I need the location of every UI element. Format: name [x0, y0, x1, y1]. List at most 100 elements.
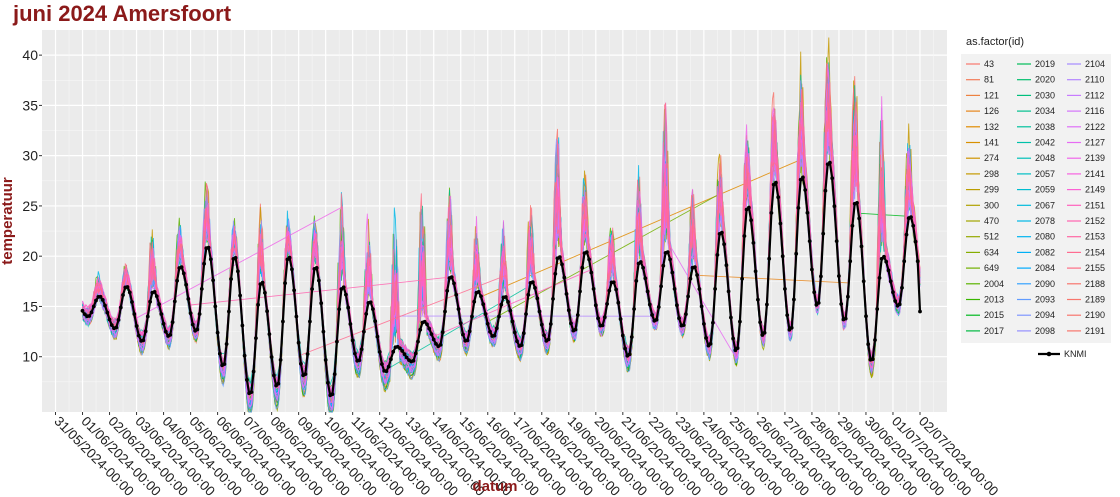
legend-label: 2030 — [1035, 90, 1055, 100]
knmi-point — [785, 313, 790, 317]
legend-label: 2048 — [1035, 153, 1055, 163]
knmi-point — [566, 308, 571, 313]
knmi-point — [915, 259, 920, 264]
legend-label: 470 — [984, 216, 999, 226]
knmi-point — [222, 362, 227, 366]
knmi-point — [452, 281, 456, 286]
knmi-point — [803, 188, 808, 192]
knmi-point — [584, 250, 589, 255]
knmi-point — [762, 330, 767, 335]
knmi-point — [623, 346, 627, 351]
y-tick-label: 30 — [22, 148, 38, 164]
knmi-point — [503, 295, 508, 299]
knmi-point — [647, 302, 652, 307]
legend-label: 2080 — [1035, 232, 1055, 242]
knmi-point — [546, 337, 551, 342]
knmi-point — [227, 309, 231, 314]
legend-label: 274 — [984, 153, 999, 163]
knmi-point — [578, 289, 582, 294]
knmi-point — [276, 381, 281, 386]
knmi-point — [326, 380, 330, 385]
knmi-point — [828, 160, 832, 165]
knmi-point — [371, 307, 375, 311]
knmi-point — [125, 285, 130, 289]
knmi-point — [738, 319, 742, 324]
knmi-point — [438, 343, 443, 347]
knmi-point — [602, 315, 607, 320]
knmi-point — [713, 287, 717, 291]
knmi-point — [317, 278, 321, 283]
knmi-point — [332, 372, 337, 376]
knmi-point — [145, 314, 150, 319]
knmi-point — [353, 351, 357, 356]
legend-label: 299 — [984, 185, 999, 195]
knmi-point — [861, 279, 866, 284]
y-axis-title: temperatuur — [0, 177, 16, 265]
knmi-point — [330, 392, 335, 397]
knmi-point — [132, 312, 137, 316]
knmi-point — [443, 309, 447, 314]
x-axis-title: datum — [473, 478, 518, 495]
knmi-point — [130, 300, 134, 304]
knmi-point — [634, 279, 639, 283]
knmi-point — [686, 294, 690, 299]
knmi-point — [681, 323, 686, 327]
knmi-point — [404, 355, 409, 360]
knmi-point — [465, 338, 470, 343]
knmi-point — [472, 299, 477, 304]
knmi-point — [296, 340, 301, 345]
legend-label: 634 — [984, 247, 999, 257]
knmi-point — [891, 290, 895, 295]
knmi-point — [350, 338, 355, 343]
knmi-point — [821, 231, 826, 236]
legend-label: 2116 — [1085, 106, 1104, 116]
knmi-point — [359, 347, 364, 352]
knmi-point — [319, 301, 324, 306]
knmi-point — [199, 287, 204, 291]
knmi-point — [562, 275, 567, 280]
knmi-point — [675, 303, 679, 308]
knmi-point — [832, 204, 837, 209]
plot-area — [42, 30, 947, 412]
knmi-point — [335, 339, 339, 344]
legend-label: 43 — [984, 59, 994, 69]
knmi-point — [510, 319, 515, 324]
knmi-point — [314, 266, 319, 270]
knmi-point — [114, 325, 119, 330]
knmi-point — [650, 313, 654, 317]
knmi-point — [249, 390, 254, 394]
knmi-point — [488, 329, 492, 334]
legend-background — [961, 54, 1111, 343]
legend-label: 2190 — [1085, 310, 1105, 320]
knmi-point — [186, 297, 191, 301]
knmi-point — [168, 333, 173, 337]
knmi-point — [519, 343, 524, 347]
knmi-point — [512, 330, 517, 335]
legend-label: 512 — [984, 232, 999, 242]
knmi-point — [620, 333, 625, 338]
knmi-point — [269, 355, 274, 359]
knmi-point — [873, 338, 877, 342]
knmi-point — [256, 302, 260, 307]
legend-label: 2154 — [1085, 247, 1105, 257]
legend-label: 2098 — [1035, 326, 1055, 336]
y-axis-ticks: 10 15 20 25 30 35 40 — [22, 47, 42, 365]
knmi-point — [485, 321, 490, 326]
knmi-point — [402, 352, 407, 357]
y-tick-label: 25 — [22, 198, 38, 214]
knmi-point — [882, 254, 886, 259]
knmi-point — [661, 263, 666, 268]
legend-label: 141 — [984, 138, 999, 148]
knmi-point — [801, 175, 805, 180]
knmi-point — [449, 275, 454, 279]
legend-label: 2042 — [1035, 138, 1055, 148]
knmi-point — [668, 257, 672, 262]
legend-label: 2139 — [1085, 153, 1105, 163]
knmi-point — [551, 297, 555, 301]
legend-label: 2141 — [1085, 169, 1105, 179]
y-tick-label: 40 — [22, 47, 38, 63]
legend-label: 2122 — [1085, 122, 1105, 132]
legend-label: 2149 — [1085, 185, 1105, 195]
knmi-point — [670, 270, 675, 275]
knmi-point — [305, 352, 310, 356]
